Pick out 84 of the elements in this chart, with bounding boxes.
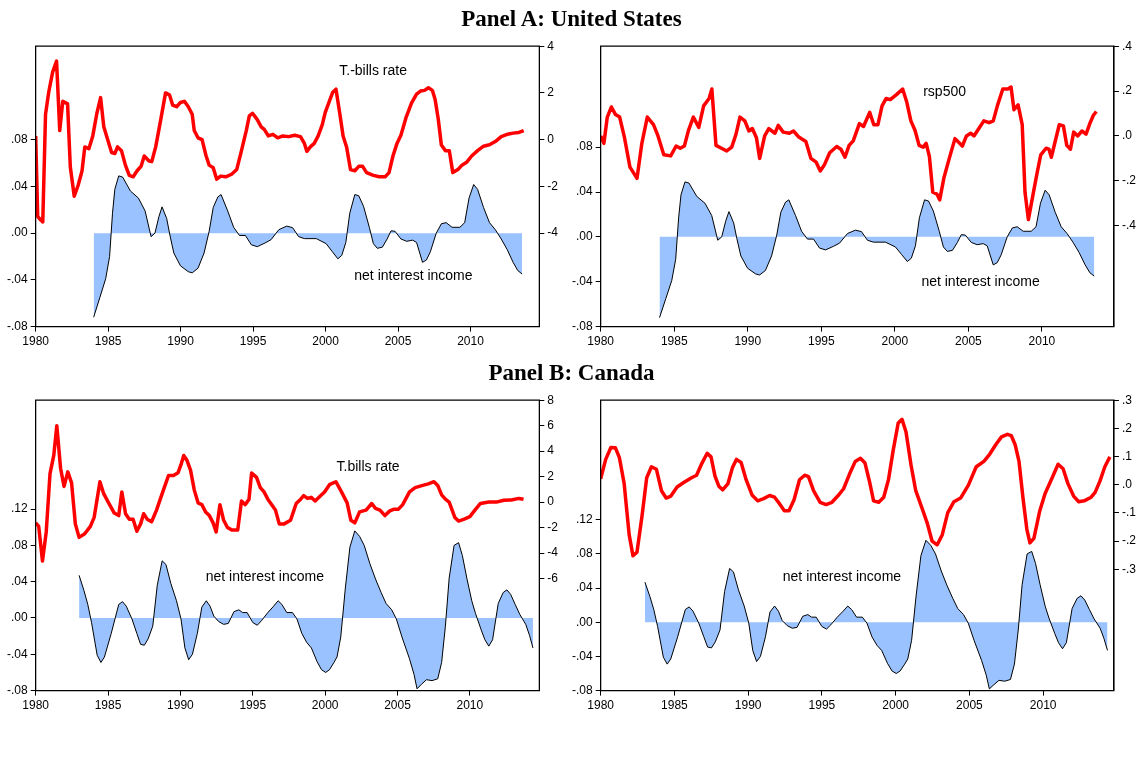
y2-tick-label: -.2 [1122,533,1137,548]
x-tick-label: 1985 [94,334,122,349]
y-tick-label: -.08 [571,318,593,333]
y-tick-label: .12 [575,512,593,527]
x-tick-label: 2010 [1028,334,1056,349]
y-tick-label: -.08 [6,318,28,333]
x-tick-label: 1995 [239,334,267,349]
y2-tick-label: -4 [547,225,559,240]
x-tick-label: 1980 [587,334,615,349]
y2-tick-label: 0 [547,494,555,509]
y-tick-label: .08 [10,131,28,146]
x-tick-label: 2005 [384,698,412,713]
y2-tick-label: -.1 [1122,505,1137,520]
x-tick-label: 1980 [22,698,50,713]
y-tick-label: -.08 [571,682,593,697]
series-label: T.-bills rate [339,62,408,79]
y-tick-label: .08 [575,139,593,154]
y2-tick-label: .0 [1122,128,1133,143]
y-tick-label: -.04 [6,272,28,287]
y-tick-label: .00 [575,614,593,629]
chart-title: Panel B: Canada [487,359,656,387]
series-label: net interest income [782,568,902,585]
x-tick-label: 1995 [239,698,267,713]
y2-tick-label: 0 [547,131,555,146]
x-tick-label: 1985 [660,334,688,349]
y2-tick-label: 8 [547,392,555,407]
y2-tick-label: .2 [1122,420,1133,435]
y-tick-label: -.04 [571,274,593,289]
y2-tick-label: -4 [547,545,559,560]
x-tick-label: 1985 [661,698,689,713]
x-tick-label: 2000 [312,334,340,349]
y2-tick-label: .3 [1122,392,1133,407]
x-tick-label: 1990 [734,334,762,349]
series-label: T.bills rate [336,457,400,474]
y2-tick-label: 2 [547,468,555,483]
y2-tick-label: .0 [1122,477,1133,492]
series-label: net interest income [921,272,1040,289]
x-tick-label: 2010 [457,334,485,349]
y-tick-label: .04 [575,184,593,199]
y2-tick-label: -.2 [1122,173,1137,188]
x-tick-label: 1980 [587,698,615,713]
y2-tick-label: 4 [547,443,555,458]
y-tick-label: .08 [10,537,28,552]
y-tick-label: .00 [575,229,593,244]
y-tick-label: .04 [10,574,28,589]
y-tick-label: .12 [10,501,28,516]
x-tick-label: 2000 [881,334,909,349]
x-tick-label: 1990 [167,334,195,349]
y2-tick-label: .1 [1122,448,1133,463]
y-tick-label: -.04 [571,648,593,663]
x-tick-label: 2000 [882,698,910,713]
y2-tick-label: -.4 [1122,217,1137,232]
x-tick-label: 1995 [807,334,835,349]
y2-tick-label: -6 [547,570,559,585]
series-label: rsp500 [923,83,967,100]
y2-tick-label: -2 [547,178,559,193]
y-tick-label: .04 [575,580,593,595]
y2-tick-label: -.3 [1122,561,1137,576]
y-tick-label: .00 [10,225,28,240]
x-tick-label: 1985 [94,698,122,713]
x-tick-label: 2010 [1029,698,1057,713]
y2-tick-label: 6 [547,417,555,432]
series-label: net interest income [354,266,473,283]
x-tick-label: 1980 [22,334,50,349]
x-tick-label: 1995 [808,698,836,713]
y2-tick-label: -2 [547,519,559,534]
x-tick-label: 2000 [311,698,339,713]
y-tick-label: .08 [575,546,593,561]
x-tick-label: 1990 [167,698,195,713]
y-tick-label: -.08 [6,682,28,697]
y-tick-label: .00 [10,610,28,625]
series-label: net interest income [205,568,325,585]
chart-title: Panel A: United States [460,5,683,33]
x-tick-label: 2005 [956,698,984,713]
y-tick-label: .04 [10,178,28,193]
y2-tick-label: .4 [1122,38,1133,53]
x-tick-label: 2005 [955,334,983,349]
x-tick-label: 1990 [734,698,762,713]
x-tick-label: 2010 [456,698,484,713]
y2-tick-label: .2 [1122,83,1133,98]
y-tick-label: -.04 [6,646,28,661]
y2-tick-label: 2 [547,85,555,100]
y2-tick-label: 4 [547,38,555,53]
x-tick-label: 2005 [384,334,412,349]
